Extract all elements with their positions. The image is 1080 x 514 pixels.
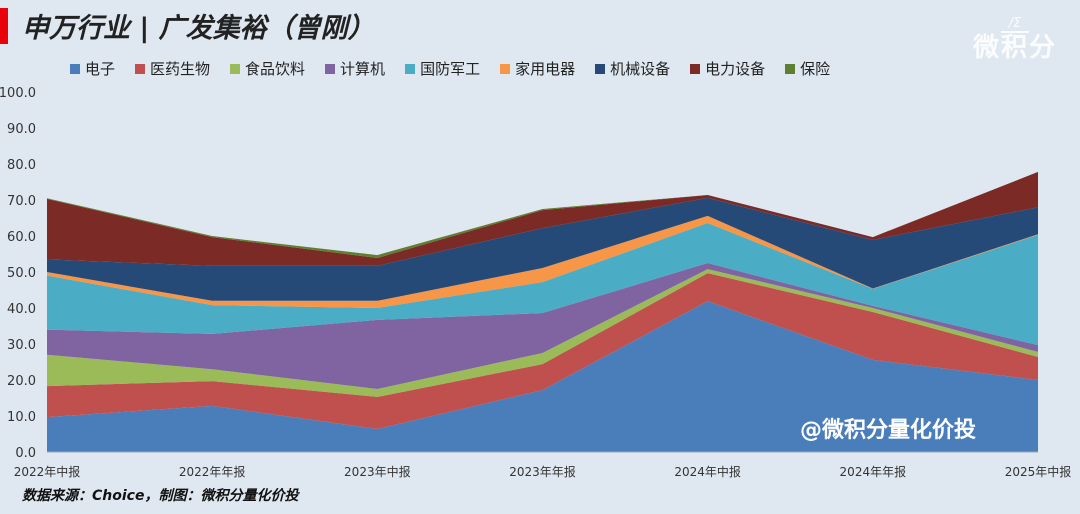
legend-label: 保险 xyxy=(800,60,831,78)
source-note: 数据来源：Choice，制图：微积分量化价投 xyxy=(22,488,299,504)
area-电力设备 xyxy=(47,171,1038,266)
legend-item: 食品饮料 xyxy=(230,58,305,79)
legend-item: 保险 xyxy=(785,58,830,79)
legend-label: 医药生物 xyxy=(150,60,211,78)
area-计算机 xyxy=(47,263,1038,389)
y-tick-label: 40.0 xyxy=(7,302,36,317)
legend-item: 计算机 xyxy=(325,58,385,79)
legend-label: 食品饮料 xyxy=(245,60,306,78)
legend-swatch xyxy=(135,63,146,74)
legend-item: 医药生物 xyxy=(135,58,210,79)
logo-mark: /Σ xyxy=(1000,16,1030,33)
legend-label: 家用电器 xyxy=(515,60,576,78)
y-tick-label: 90.0 xyxy=(7,122,36,137)
legend: 电子 医药生物 食品饮料 计算机 国防军工 家用电器 机械设备 电力设备 保险 xyxy=(70,58,830,79)
watermark: @微积分量化价投 xyxy=(800,418,977,443)
y-tick-label: 50.0 xyxy=(7,266,36,281)
x-tick-label: 2023年中报 xyxy=(344,464,411,479)
legend-label: 机械设备 xyxy=(610,60,671,78)
legend-swatch xyxy=(70,63,80,74)
legend-label: 电子 xyxy=(85,60,116,78)
x-tick-label: 2025年中报 xyxy=(1005,464,1072,479)
legend-item: 国防军工 xyxy=(405,58,480,79)
x-tick-label: 2024年年报 xyxy=(840,464,907,479)
y-tick-label: 10.0 xyxy=(7,410,36,425)
area-机械设备 xyxy=(47,197,1038,301)
title-accent-bar xyxy=(0,8,8,44)
logo-name: 微积分 xyxy=(972,33,1057,63)
y-tick-label: 30.0 xyxy=(7,338,36,353)
x-tick-label: 2022年中报 xyxy=(14,464,81,479)
legend-item: 电子 xyxy=(70,58,115,79)
legend-swatch xyxy=(785,63,796,74)
y-tick-label: 0.0 xyxy=(15,446,36,461)
chart-title: 申万行业 | 广发集裕（曾刚） xyxy=(22,13,375,44)
legend-swatch xyxy=(595,63,606,74)
legend-label: 国防军工 xyxy=(420,60,481,78)
legend-label: 计算机 xyxy=(340,60,386,78)
logo: /Σ 微积分 xyxy=(955,12,1075,63)
legend-label: 电力设备 xyxy=(705,60,766,78)
y-tick-label: 20.0 xyxy=(7,374,36,389)
y-tick-label: 70.0 xyxy=(7,194,36,209)
y-tick-label: 100.0 xyxy=(0,86,36,101)
legend-swatch xyxy=(325,63,336,74)
x-tick-label: 2023年年报 xyxy=(509,464,576,479)
y-tick-label: 60.0 xyxy=(7,230,36,245)
x-tick-label: 2024年中报 xyxy=(674,464,741,479)
legend-item: 机械设备 xyxy=(595,58,670,79)
area-电子 xyxy=(47,301,1038,452)
legend-item: 电力设备 xyxy=(690,58,765,79)
area-医药生物 xyxy=(47,273,1038,429)
legend-swatch xyxy=(690,63,701,74)
area-国防军工 xyxy=(47,223,1038,346)
legend-item: 家用电器 xyxy=(500,58,575,79)
x-tick-label: 2022年年报 xyxy=(179,464,246,479)
y-tick-label: 80.0 xyxy=(7,158,36,173)
legend-swatch xyxy=(405,63,416,74)
legend-swatch xyxy=(230,63,241,74)
legend-swatch xyxy=(500,63,511,74)
